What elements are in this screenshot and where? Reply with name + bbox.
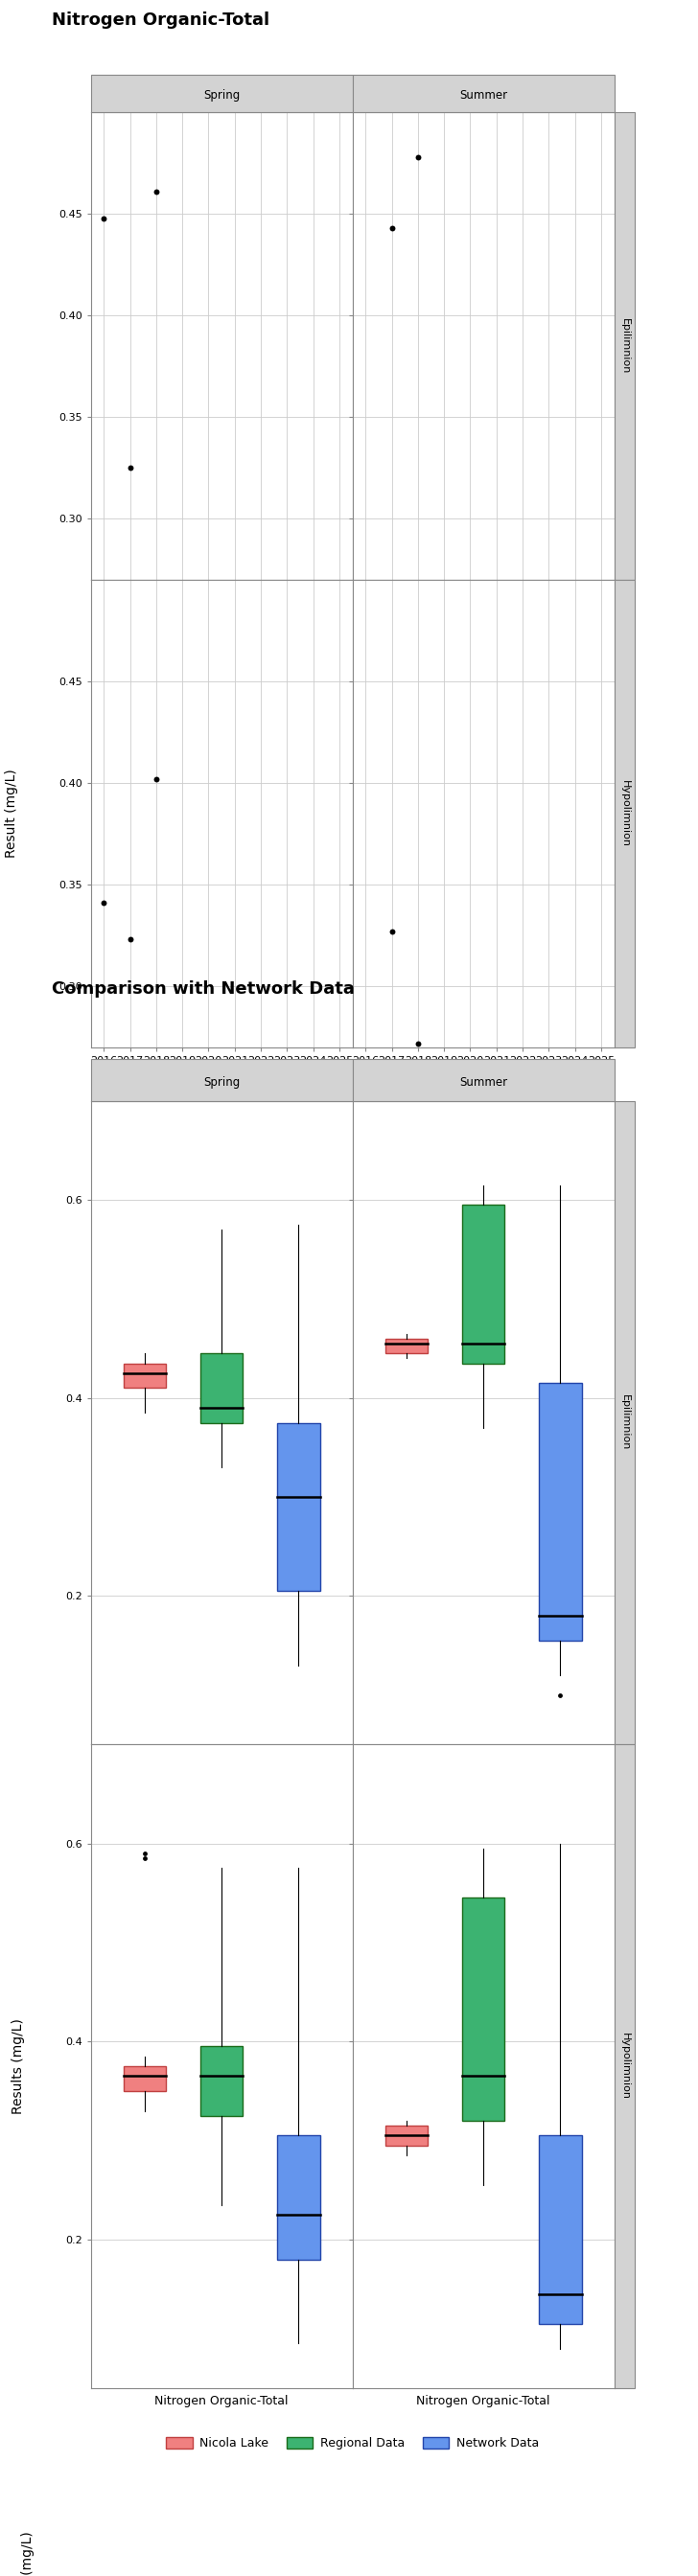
Text: Summer: Summer [459, 90, 507, 103]
Point [413, 1023, 424, 1064]
Bar [91, 1059, 352, 1100]
Point [386, 912, 397, 953]
Text: Epilimnion: Epilimnion [620, 319, 630, 374]
Point [124, 448, 135, 489]
Text: Nitrogen Organic-Total: Nitrogen Organic-Total [52, 10, 269, 28]
Bar [352, 1059, 614, 1100]
Bar [277, 2136, 320, 2259]
Point [139, 1832, 150, 1873]
Bar [462, 1206, 505, 1363]
Text: Epilimnion: Epilimnion [620, 1394, 630, 1450]
Bar [614, 113, 635, 580]
Bar [277, 1422, 320, 1592]
Point [386, 209, 397, 250]
Bar [614, 1100, 635, 1744]
Bar [539, 2136, 581, 2324]
Point [555, 1674, 566, 1716]
Text: Summer: Summer [459, 1077, 507, 1087]
Point [151, 170, 162, 211]
Text: Spring: Spring [203, 90, 240, 103]
Bar [614, 580, 635, 1048]
Text: Hypolimnion: Hypolimnion [620, 781, 630, 848]
Bar [385, 1340, 428, 1352]
Y-axis label: Results (mg/L): Results (mg/L) [12, 2020, 25, 2115]
Bar [124, 1363, 166, 1388]
Text: Hypolimnion: Hypolimnion [620, 2032, 630, 2099]
X-axis label: Nitrogen Organic-Total: Nitrogen Organic-Total [417, 2396, 550, 2406]
Text: Result (mg/L): Result (mg/L) [21, 2532, 35, 2576]
Point [151, 757, 162, 799]
Bar [614, 1744, 635, 2388]
Bar [200, 2045, 243, 2115]
Bar [462, 1899, 505, 2120]
Legend: Nicola Lake, Regional Data, Network Data: Nicola Lake, Regional Data, Network Data [166, 2437, 539, 2450]
Bar [539, 1383, 581, 1641]
Bar [91, 75, 352, 113]
Point [124, 920, 135, 961]
Bar [352, 75, 614, 113]
Bar [124, 2066, 166, 2092]
Point [413, 137, 424, 178]
Point [139, 1837, 150, 1878]
Point [98, 884, 110, 925]
X-axis label: Nitrogen Organic-Total: Nitrogen Organic-Total [155, 2396, 288, 2406]
Y-axis label: Result (mg/L): Result (mg/L) [5, 770, 18, 858]
Text: Spring: Spring [203, 1077, 240, 1087]
Point [98, 198, 110, 240]
Bar [385, 2125, 428, 2146]
Text: Comparison with Network Data: Comparison with Network Data [52, 981, 355, 997]
Bar [200, 1352, 243, 1422]
